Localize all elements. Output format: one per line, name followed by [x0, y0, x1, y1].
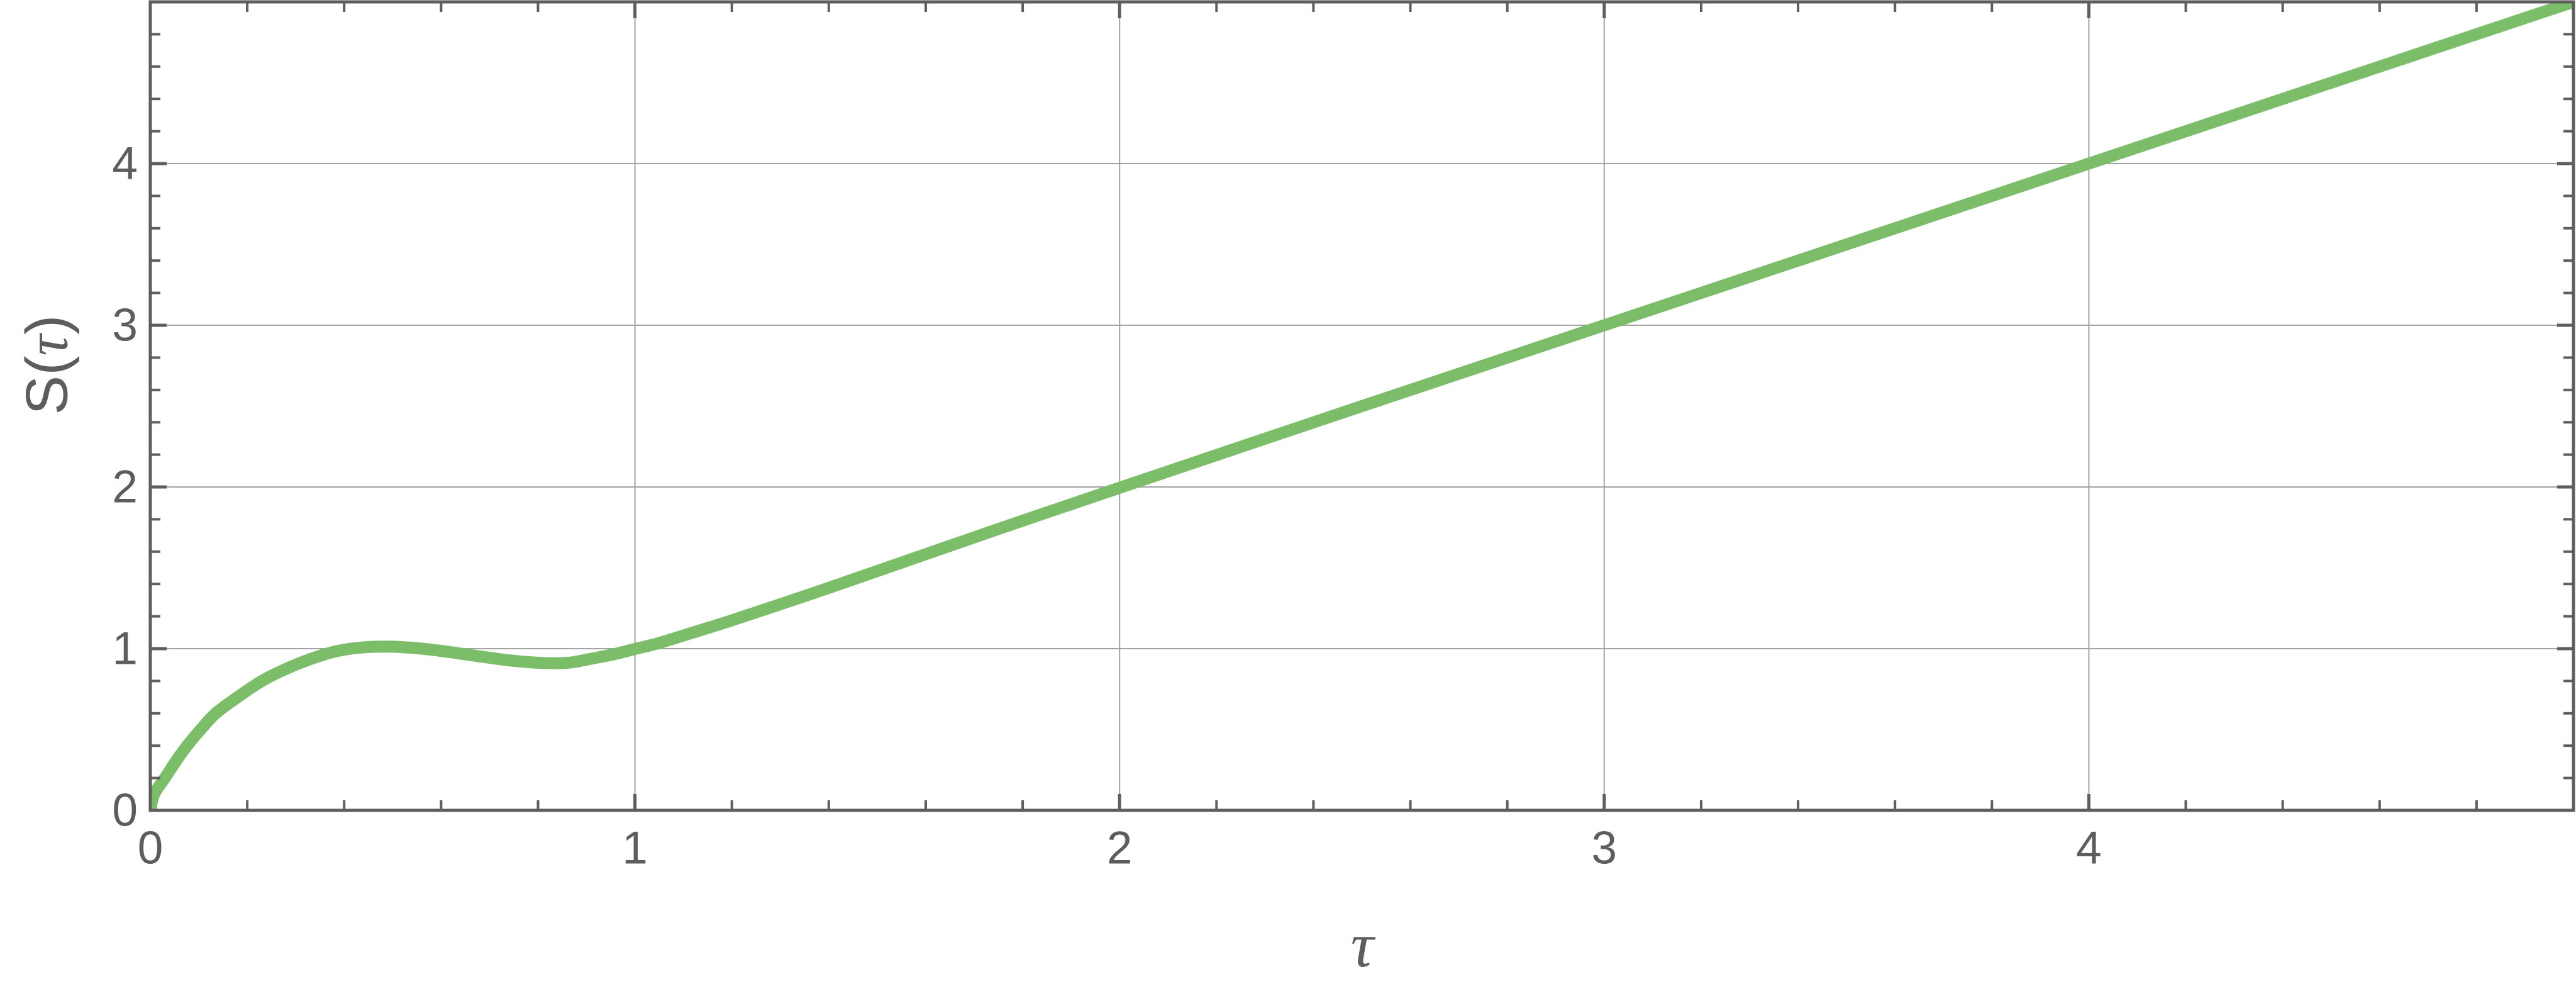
plot-frame	[148, 0, 2575, 812]
x-tick-label: 1	[622, 823, 648, 874]
x-tick-label: 4	[2076, 823, 2102, 874]
x-tick-label: 0	[138, 823, 164, 874]
ticks	[150, 2, 2573, 810]
gridlines	[150, 2, 2573, 810]
y-axis-label-prefix: S(	[13, 355, 80, 415]
x-axis-label: τ	[1350, 910, 1374, 981]
y-tick-label: 4	[112, 138, 138, 189]
y-tick-label: 1	[112, 623, 138, 674]
x-tick-label: 2	[1107, 823, 1133, 874]
y-tick-label: 3	[112, 300, 138, 351]
y-axis-label-suffix: )	[13, 315, 80, 335]
y-axis-label: S(τ)	[14, 315, 80, 415]
data-curve	[150, 2, 2573, 810]
x-tick-label: 3	[1591, 823, 1617, 874]
y-axis-label-tau: τ	[14, 334, 80, 356]
y-tick-label: 2	[112, 462, 138, 513]
y-tick-label: 0	[112, 785, 138, 836]
tick-labels: 0 1 2 3 4 0 1 2 3 4	[112, 138, 2101, 874]
